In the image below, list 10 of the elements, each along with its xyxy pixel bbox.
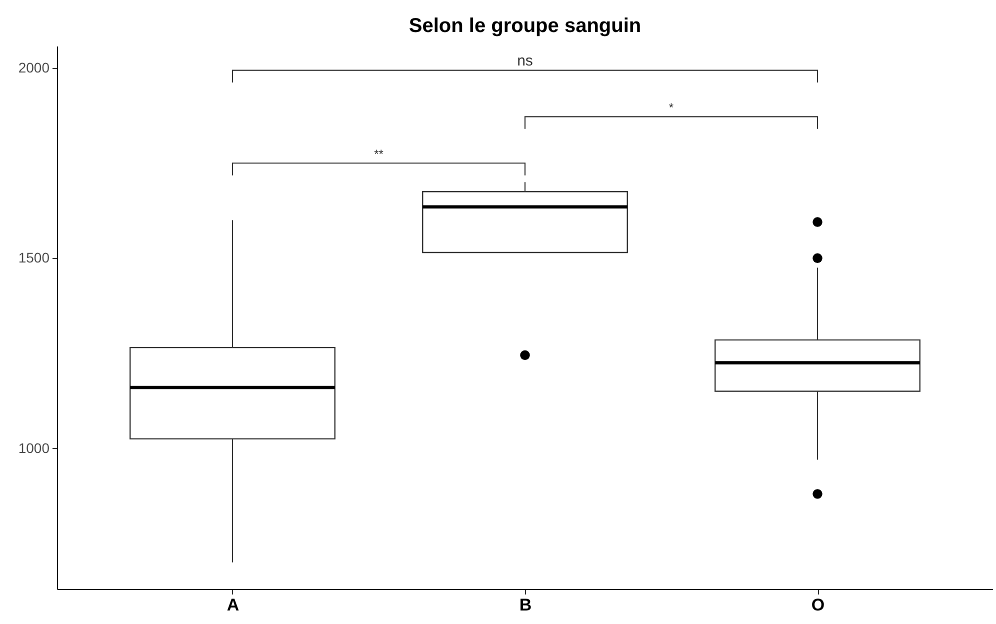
x-tick-label: O xyxy=(811,596,825,614)
chart-title: Selon le groupe sanguin xyxy=(408,15,642,37)
x-tick-label: A xyxy=(226,596,240,614)
y-tick-label: 2000 xyxy=(18,60,50,76)
x-tick-label: B xyxy=(519,596,532,614)
annotation: ** xyxy=(374,147,384,162)
y-tick-label: 1000 xyxy=(18,440,50,456)
annotation: * xyxy=(668,100,674,115)
y-tick-label: 1500 xyxy=(18,250,50,266)
annotation: ns xyxy=(517,52,533,70)
